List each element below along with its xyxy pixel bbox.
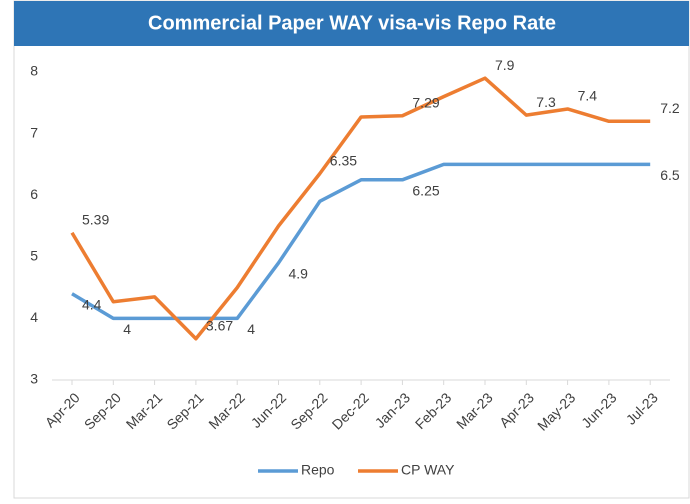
- chart-title: Commercial Paper WAY visa-vis Repo Rate: [148, 12, 556, 34]
- legend-label: CP WAY: [401, 462, 455, 478]
- y-tick-label: 7: [30, 124, 38, 140]
- line-series: [70, 76, 651, 341]
- data-label: 4.4: [82, 296, 102, 312]
- y-tick-label: 5: [30, 248, 38, 264]
- title-bar: [14, 1, 689, 46]
- data-label: 3.67: [206, 317, 233, 333]
- y-tick-label: 3: [30, 371, 38, 387]
- y-tick-label: 6: [30, 186, 38, 202]
- data-label: 6.35: [330, 152, 357, 168]
- line-series: [71, 162, 651, 321]
- data-label: 4: [247, 321, 255, 337]
- legend-label: Repo: [301, 462, 335, 478]
- data-label: 6.5: [660, 167, 680, 183]
- data-label: 7.2: [660, 100, 680, 116]
- data-label: 7.29: [412, 94, 439, 110]
- y-tick-label: 4: [30, 309, 38, 325]
- data-label: 4.9: [289, 266, 309, 282]
- data-label: 7.4: [578, 88, 598, 104]
- chart-border: [13, 0, 690, 499]
- data-label: 6.25: [412, 183, 439, 199]
- data-label: 4: [123, 321, 131, 337]
- data-label: 5.39: [82, 211, 109, 227]
- data-label: 7.3: [536, 94, 556, 110]
- y-tick-label: 8: [30, 63, 38, 79]
- data-label: 7.9: [495, 57, 515, 73]
